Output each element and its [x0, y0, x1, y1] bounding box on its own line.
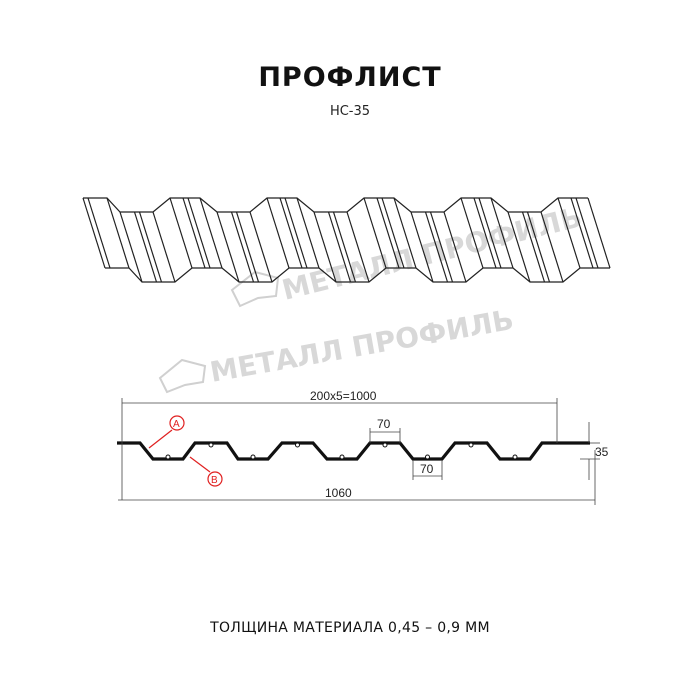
stiffener-rib: [382, 442, 388, 448]
dim-bottom-width-label: 70: [420, 462, 434, 476]
stiffener-rib: [512, 454, 518, 460]
stiffener-rib: [165, 454, 171, 460]
sheet-fold-line: [296, 197, 320, 269]
stiffener-rib: [295, 442, 300, 448]
sheet-rib-line: [521, 211, 546, 283]
sheet-top-edge: [83, 197, 588, 213]
sheet-rib-line: [473, 197, 497, 269]
sheet-fold-line: [266, 197, 290, 269]
sheet-fold-line: [169, 197, 193, 269]
sheet-rib-line: [478, 197, 502, 269]
sheet-rib-line: [381, 197, 405, 269]
page-title: ПРОФЛИСТ: [258, 62, 442, 93]
sheet-rib-line: [133, 211, 158, 283]
dimensions: [118, 398, 600, 505]
sheet-fold-line: [119, 211, 143, 283]
dim-total-label: 1060: [325, 486, 352, 500]
watermark-text: МЕТАЛЛ ПРОФИЛЬ: [207, 303, 516, 389]
sheet-fold-line: [249, 211, 273, 283]
sheet-fold-line: [199, 197, 223, 269]
sheet-rib-line: [187, 197, 211, 269]
sheet-rib-line: [376, 197, 400, 269]
marker-a-label: A: [173, 419, 180, 430]
profile-outline: [117, 441, 590, 461]
sheet-rib-line: [332, 211, 357, 283]
dim-height-label: 35: [595, 445, 609, 459]
sheet-fold-line: [346, 211, 370, 283]
sheet-rib-line: [424, 211, 449, 283]
sheet-rib-line: [279, 197, 303, 269]
sheet-rib-line: [575, 197, 599, 269]
sheet-fold-line: [82, 197, 106, 269]
sheet-fold-line: [557, 197, 581, 269]
stiffener-rib: [468, 442, 474, 448]
sheet-fold-line: [443, 211, 467, 283]
sheet-fold-line: [363, 197, 387, 269]
dim-pitch-label: 200x5=1000: [310, 389, 377, 403]
stiffener-rib: [339, 454, 345, 460]
sheet-fold-line: [106, 197, 130, 269]
sheet-rib-line: [138, 211, 163, 283]
sheet-fold-line: [490, 197, 514, 269]
sheet-fold-line: [216, 211, 240, 283]
profile-model: НС-35: [329, 104, 371, 119]
sheet-rib-line: [526, 211, 551, 283]
dim-top-width-label: 70: [377, 417, 391, 431]
sheet-fold-line: [540, 211, 564, 283]
sheet-fold-line: [460, 197, 484, 269]
dimension-labels: 200x5=1000 70 70 35 1060: [310, 389, 609, 500]
sheet-rib-line: [182, 197, 206, 269]
sheet-fold-line: [410, 211, 434, 283]
marker-b-label: B: [211, 475, 218, 486]
sheet-fold-line: [393, 197, 417, 269]
stiffener-rib: [208, 442, 214, 448]
stiffener-rib: [425, 454, 430, 460]
material-thickness: ТОЛЩИНА МАТЕРИАЛА 0,45 – 0,9 ММ: [210, 620, 490, 636]
sheet-rib-line: [235, 211, 260, 283]
sheet-fold-line: [313, 211, 337, 283]
markers: A B: [148, 415, 223, 487]
sheet-bottom-edge: [105, 267, 610, 283]
sheet-rib-line: [327, 211, 352, 283]
watermarks: МЕТАЛЛ ПРОФИЛЬ МЕТАЛЛ ПРОФИЛЬ: [158, 200, 585, 394]
stiffener-rib: [250, 454, 256, 460]
sheet-fold-line: [152, 211, 176, 283]
sheet-rib-line: [230, 211, 255, 283]
sheet-rib-line: [429, 211, 454, 283]
sheet-rib-line: [570, 197, 594, 269]
sheet-edge-line: [87, 197, 111, 269]
cross-section: [117, 441, 590, 461]
perspective-view: [82, 197, 611, 283]
sheet-fold-line: [507, 211, 531, 283]
sheet-fold-line: [587, 197, 611, 269]
sheet-rib-line: [284, 197, 308, 269]
